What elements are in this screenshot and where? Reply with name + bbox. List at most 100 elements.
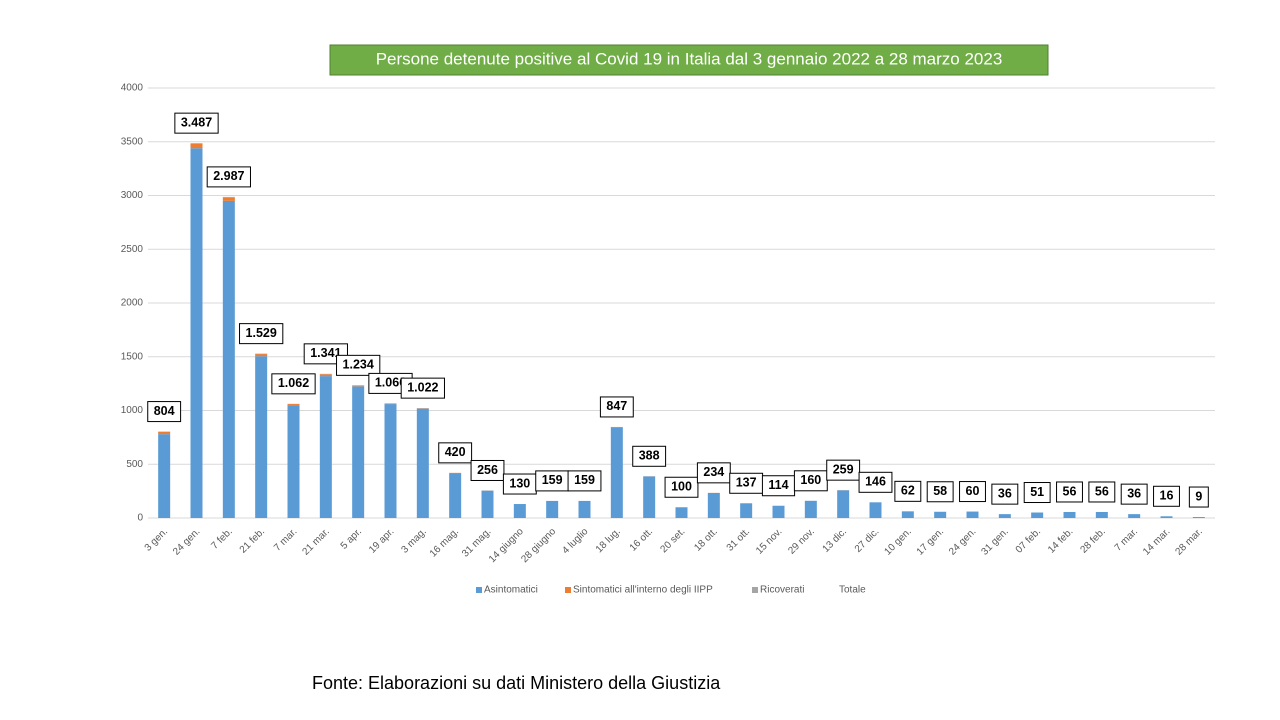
data-label-box (632, 445, 667, 467)
bar-segment (578, 500, 591, 518)
x-tick-label: 24 gen. (171, 526, 202, 557)
x-tick-label: 16 ott. (628, 526, 655, 553)
x-tick-label: 28 giugno (519, 526, 558, 565)
bar-segment (449, 473, 462, 518)
bar-segment (287, 405, 300, 518)
bar-segment (1095, 511, 1108, 518)
x-tick-label: 3 mag. (399, 526, 428, 555)
data-label-box (1120, 483, 1148, 505)
bar-segment (804, 500, 817, 518)
bar-segment (190, 143, 203, 144)
x-tick-label: 7 mar. (272, 526, 299, 553)
bar-segment (352, 386, 365, 518)
y-tick-label: 2000 (121, 298, 144, 309)
bar-segment (998, 514, 1011, 518)
data-label-box (664, 476, 699, 498)
x-tick-label: 15 nov. (754, 526, 784, 556)
data-label-box (858, 471, 893, 493)
legend-swatch (752, 587, 758, 593)
data-label: 259 (833, 462, 854, 476)
x-tick-label: 17 gen. (915, 526, 946, 557)
x-tick-label: 20 set. (658, 526, 687, 555)
data-label-box (959, 481, 986, 503)
y-tick-label: 3500 (121, 136, 144, 147)
data-label: 62 (901, 484, 915, 498)
legend-label: Totale (839, 585, 866, 596)
data-label: 1.234 (343, 358, 374, 372)
bar-segment (384, 403, 397, 405)
bar-segment (513, 504, 526, 518)
data-label: 114 (768, 478, 788, 492)
bar-segment (222, 196, 235, 198)
data-label: 2.987 (213, 169, 244, 183)
x-tick-label: 14 feb. (1046, 526, 1075, 555)
y-tick-label: 2500 (121, 244, 144, 255)
bar-segment (190, 143, 203, 149)
y-tick-label: 1500 (121, 351, 144, 362)
data-label: 137 (736, 476, 757, 490)
data-label: 9 (1195, 489, 1202, 503)
bar-segment (158, 432, 171, 435)
y-tick-label: 4000 (121, 83, 144, 94)
bar-segment (222, 200, 235, 518)
data-label: 159 (542, 473, 563, 487)
legend-label: Sintomatici all'interno degli IIPP (573, 585, 713, 596)
data-label-box (793, 470, 828, 492)
data-label-box (599, 396, 634, 418)
x-tick-label: 28 feb. (1078, 526, 1107, 555)
x-tick-label: 13 dic. (821, 526, 850, 555)
x-tick-label: 29 nov. (786, 526, 816, 556)
bar-segment (546, 500, 559, 518)
data-label: 234 (703, 465, 724, 479)
bar-segment (255, 356, 268, 518)
data-label: 36 (1127, 486, 1141, 500)
legend-label: Ricoverati (760, 585, 804, 596)
data-label: 1.529 (246, 326, 277, 340)
bar-segment (255, 354, 268, 357)
data-label: 1.022 (407, 380, 438, 394)
bar-segment (740, 503, 753, 518)
x-tick-label: 16 mag. (428, 526, 461, 559)
data-label: 36 (998, 486, 1012, 500)
data-label-box (826, 459, 861, 481)
bar-segment (416, 408, 429, 518)
data-label: 60 (966, 484, 980, 498)
bar-segment (222, 197, 235, 201)
data-label-box (1023, 482, 1051, 504)
data-label-box (174, 112, 219, 134)
bar-segment (1063, 511, 1076, 518)
data-label: 16 (1160, 489, 1174, 503)
bar-segment (190, 148, 203, 518)
x-tick-label: 31 ott. (725, 526, 752, 553)
data-label: 388 (639, 449, 660, 463)
x-tick-label: 4 luglio (560, 526, 590, 556)
bar-segment (1128, 514, 1141, 518)
bar-segment (707, 492, 720, 518)
bar-segment (772, 505, 785, 518)
bar-segment (837, 490, 850, 518)
data-label-box (438, 442, 473, 464)
title-box (329, 44, 1049, 76)
data-label: 159 (574, 473, 595, 487)
data-label: 146 (865, 475, 886, 489)
bar-segment (158, 434, 171, 518)
data-label: 58 (933, 484, 947, 498)
bar-segment (869, 502, 882, 518)
y-tick-label: 1000 (121, 405, 144, 416)
legend-label: Asintomatici (484, 585, 538, 596)
data-label: 1.062 (278, 376, 309, 390)
data-label-box (336, 354, 381, 376)
data-label-box (1056, 481, 1083, 503)
data-label: 56 (1095, 484, 1109, 498)
data-label: 100 (671, 480, 692, 494)
x-tick-label: 7 feb. (209, 526, 234, 551)
bar-segment (1192, 517, 1205, 518)
y-tick-label: 3000 (121, 190, 144, 201)
x-tick-label: 28 mar. (1173, 526, 1204, 557)
legend-swatch (565, 587, 571, 593)
y-tick-label: 500 (126, 459, 143, 470)
bar-segment (352, 385, 365, 387)
data-label: 847 (606, 399, 627, 413)
x-tick-label: 18 ott. (692, 526, 719, 553)
